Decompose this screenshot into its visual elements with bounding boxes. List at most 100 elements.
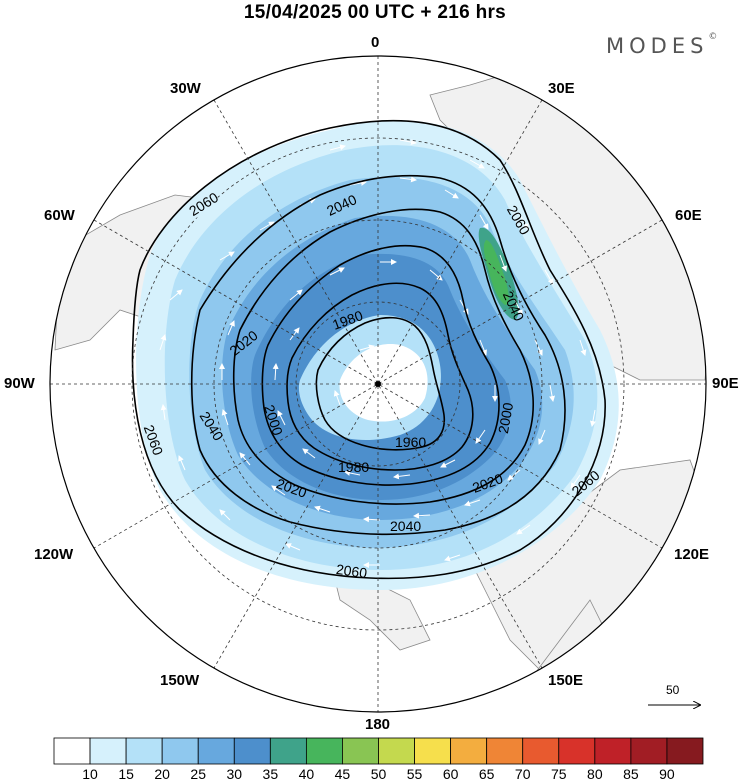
colorbar-tick-label: 55: [406, 766, 423, 782]
colorbar-tick-label: 20: [154, 766, 170, 782]
colorbar-tick-label: 85: [623, 766, 639, 782]
wind-vector: [169, 289, 183, 301]
wind-vector: [475, 429, 486, 444]
contour-label: 1960: [395, 434, 427, 450]
wind-vector: [329, 144, 346, 151]
wind-vector: [160, 404, 167, 421]
colorbar-swatch: [53, 737, 91, 765]
wind-vector: [579, 339, 587, 356]
wind-vector: [409, 359, 417, 375]
meridian-label-60e: 60E: [675, 207, 702, 224]
colorbar-swatch: [233, 737, 271, 765]
colorbar-tick-label: 25: [190, 766, 206, 782]
wind-speed-shading: [136, 120, 619, 590]
wind-vector: [219, 251, 235, 261]
wind-vector: [393, 473, 411, 480]
colorbar-swatch: [450, 737, 488, 765]
wind-vector: [289, 289, 303, 301]
wind-vector: [534, 339, 543, 356]
meridian-label-90e: 90E: [712, 375, 739, 392]
wind-vector: [344, 470, 361, 476]
contour-2040: [190, 174, 566, 536]
colorbar-swatch: [305, 737, 343, 765]
copyright-mark: ©: [708, 32, 718, 42]
reference-vector-label: 50: [666, 683, 680, 697]
meridian-label-150e: 150E: [548, 672, 584, 689]
height-contours: [131, 119, 606, 580]
colorbar-tick-label: 15: [118, 766, 134, 782]
colorbar-swatch: [378, 737, 415, 765]
meridian-label-60w: 60W: [44, 207, 75, 224]
meridian-label-30w: 30W: [170, 80, 201, 97]
wind-vector: [302, 448, 316, 459]
wind-vector: [227, 320, 235, 336]
meridian-label-0: 0: [371, 34, 380, 51]
colorbar-swatch: [161, 737, 199, 765]
contour-label: 2040: [390, 518, 422, 534]
colorbar-tick-label: 50: [370, 766, 387, 782]
colorbar-tick-label: 75: [550, 766, 567, 782]
colorbar-swatch: [558, 737, 596, 765]
colorbar-swatch: [414, 737, 452, 765]
brand-name: MODES: [606, 34, 709, 58]
contour-label: 1980: [338, 459, 370, 475]
wind-vector: [464, 499, 481, 507]
wind-vector: [363, 516, 381, 523]
wind-vector: [589, 409, 596, 427]
wind-vector: [469, 159, 485, 169]
brand-logo: MODES©: [606, 32, 718, 58]
meridian-label-150w: 150W: [160, 672, 200, 689]
colorbar-tick-label: 70: [514, 766, 531, 782]
graticule: [50, 56, 706, 712]
wind-vector: [544, 269, 554, 285]
meridian-label-30e: 30E: [548, 80, 575, 97]
wind-vector: [516, 524, 531, 535]
wind-vector: [444, 554, 461, 562]
wind-vector: [219, 509, 231, 521]
wind-vector: [178, 455, 186, 471]
wind-vector: [272, 363, 279, 381]
meridian-label-90w: 90W: [4, 375, 35, 392]
colorbar-tick-label: 90: [659, 766, 675, 782]
wind-vector: [440, 459, 456, 468]
contour-1960: [315, 316, 446, 451]
colorbar-swatch: [269, 737, 307, 765]
colorbar-swatch: [89, 737, 127, 765]
meridian-label-180: 180: [365, 716, 391, 733]
wind-vector: [413, 512, 431, 519]
wind-vector: [289, 327, 300, 341]
contour-1980: [286, 282, 474, 471]
wind-vector: [333, 390, 341, 406]
wind-vector: [479, 214, 489, 230]
wind-vector: [159, 334, 167, 351]
shade-core-white: [339, 344, 428, 422]
north-pole-marker: [375, 381, 381, 387]
wind-vector: [519, 214, 529, 230]
wind-vector: [285, 543, 301, 551]
colorbar-tick-label: 10: [82, 766, 98, 782]
colorbar-tick-label: 65: [478, 766, 495, 782]
wind-vector: [239, 452, 251, 466]
colorbar-tick-label: 60: [442, 766, 459, 782]
colorbar-swatch: [630, 737, 668, 765]
colorbar-swatch: [486, 737, 524, 765]
colorbar-swatch: [666, 737, 704, 765]
colorbar-tick-label: 35: [262, 766, 279, 782]
wind-vector: [349, 179, 367, 186]
colorbar-swatch: [342, 737, 379, 765]
map-title: 15/04/2025 00 UTC + 216 hrs: [243, 2, 507, 23]
wind-vector: [329, 267, 345, 276]
wind-vector: [399, 139, 417, 146]
wind-vector: [570, 474, 581, 489]
wind-vector: [549, 384, 556, 402]
wind-vector: [277, 410, 286, 426]
colorbar-tick-label: 45: [334, 766, 351, 782]
colorbar-swatch: [197, 737, 235, 765]
wind-vector: [385, 409, 401, 416]
wind-vector: [444, 189, 459, 199]
meridian-label-120w: 120W: [34, 546, 74, 563]
wind-vector: [271, 485, 286, 496]
wind-vector: [429, 269, 443, 281]
colorbar-tick-label: 30: [226, 766, 243, 782]
